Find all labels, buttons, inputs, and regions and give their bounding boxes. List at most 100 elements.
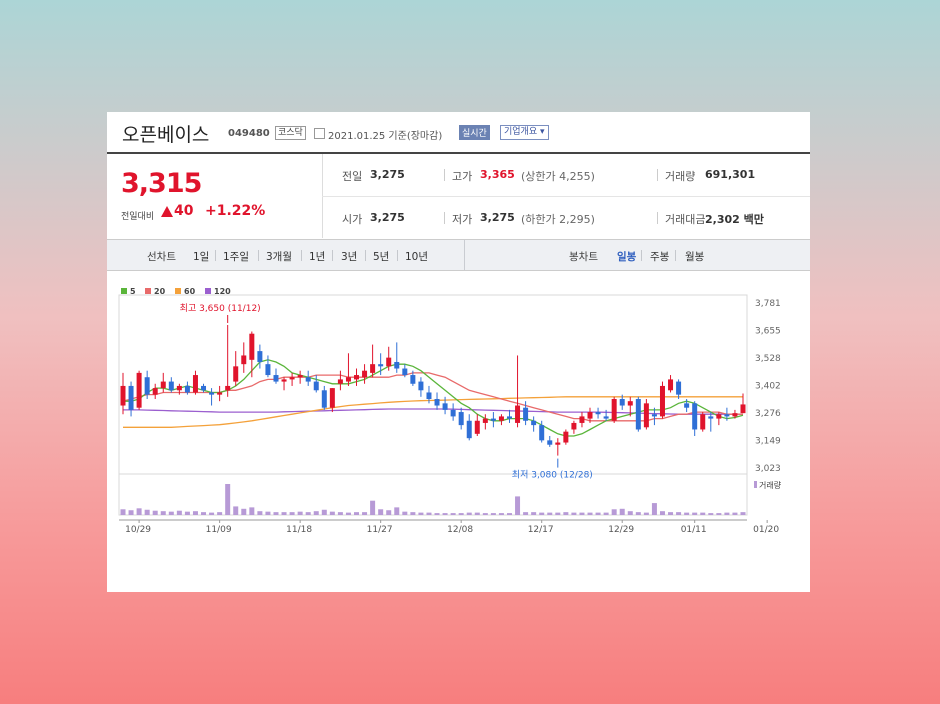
volume-bar (386, 510, 392, 515)
range-1y-button[interactable]: 1년 (309, 251, 326, 263)
volume-bar (217, 512, 223, 515)
volume-bar (668, 512, 674, 515)
volume-bar (684, 512, 690, 515)
volume-value: 691,301 (705, 168, 756, 181)
stock-code: 049480 (228, 128, 270, 139)
volume-bar (724, 512, 730, 515)
candle-body (249, 333, 255, 360)
open-label: 시가 (342, 213, 363, 226)
x-tick-label: 12/17 (528, 525, 554, 535)
chevron-down-icon: ▾ (540, 127, 545, 137)
volume-bar (619, 508, 625, 515)
candle-body (144, 377, 150, 395)
low-annotation: 최저 3,080 (12/28) (512, 470, 593, 481)
plot-frame (118, 294, 748, 475)
y-tick-label: 3,402 (755, 382, 781, 392)
volume-bar (160, 511, 166, 515)
x-tick-label: 12/29 (608, 525, 634, 535)
volume-bar (241, 508, 247, 515)
legend-swatch (175, 288, 181, 294)
volume-bar (418, 512, 424, 515)
candle-body (184, 385, 190, 393)
volume-bar (603, 512, 609, 515)
candle-body (362, 370, 368, 378)
volume-bar (152, 510, 158, 515)
range-10y-button[interactable]: 10년 (405, 251, 429, 263)
candle-body (201, 385, 207, 391)
range-5y-button[interactable]: 5년 (373, 251, 390, 263)
x-tick-label: 11/18 (286, 525, 312, 535)
volume-bar (120, 509, 126, 515)
range-3m-button[interactable]: 3개월 (266, 251, 293, 263)
up-triangle-icon (161, 206, 173, 217)
range-1w-button[interactable]: 1주일 (223, 251, 250, 263)
divider (444, 169, 445, 181)
candle-monthly-button[interactable]: 월봉 (685, 251, 705, 263)
candle-body (740, 404, 746, 414)
y-tick-label: 3,276 (755, 409, 781, 419)
volume-bar (410, 512, 416, 515)
y-tick-label: 3,781 (755, 299, 781, 309)
divider (464, 240, 465, 270)
volume-bar (402, 511, 408, 515)
divider (322, 196, 810, 197)
candle-daily-button[interactable]: 일봉 (617, 251, 637, 263)
volume-bar (362, 512, 368, 515)
candle-body (402, 368, 408, 376)
volume-bar (345, 512, 351, 515)
candle-body (192, 375, 198, 393)
candlestick-chart: 3,781 3,655 3,528 3,402 3,276 3,149 3,023 5 20 60… (118, 287, 782, 535)
candle-body (410, 375, 416, 384)
y-tick-label: 3,528 (755, 354, 781, 364)
volume-bar (708, 513, 714, 515)
candle-body (595, 412, 601, 415)
volume-bar (281, 512, 287, 515)
legend-item-ma20: 20 (154, 287, 166, 296)
range-1d-button[interactable]: 1일 (193, 251, 210, 263)
volume-bar (571, 512, 577, 515)
volume-bar (257, 511, 263, 515)
volume-bar (563, 512, 569, 515)
candle-body (394, 361, 400, 369)
volume-label: 거래량 (665, 170, 696, 183)
candle-body (611, 398, 617, 421)
legend-swatch (145, 288, 151, 294)
candle-body (354, 375, 360, 380)
prev-close-value: 3,275 (370, 168, 405, 181)
volume-bar (531, 512, 537, 515)
x-tick-label: 11/27 (367, 525, 393, 535)
legend-swatch (205, 288, 211, 294)
candle-body (547, 440, 553, 445)
candle-weekly-button[interactable]: 주봉 (650, 251, 670, 263)
volume-bar (651, 503, 657, 515)
divider (444, 212, 445, 224)
date-label: 2021.01.25 기준(장마감) (328, 131, 443, 142)
volume-bar (579, 512, 585, 515)
range-3y-button[interactable]: 3년 (341, 251, 358, 263)
candle-body (563, 431, 569, 443)
candle-body (370, 364, 376, 373)
y-tick-label: 3,023 (755, 464, 781, 474)
volume-bar (128, 510, 134, 515)
volume-bar (539, 512, 545, 515)
company-overview-dropdown[interactable]: 기업개요 ▾ (500, 125, 549, 140)
realtime-button[interactable]: 실시간 (459, 125, 490, 140)
prev-close-label: 전일 (342, 170, 363, 183)
x-tick-label: 11/09 (206, 525, 232, 535)
divider (215, 250, 216, 261)
upper-limit: (상한가 4,255) (521, 170, 595, 183)
candle-body (434, 398, 440, 406)
candle-body (466, 420, 472, 439)
divider (397, 250, 398, 261)
volume-bar (136, 508, 142, 515)
candle-body (337, 379, 343, 384)
price-change-percent: +1.22% (205, 203, 266, 219)
candle-body (587, 412, 593, 419)
volume-bar (192, 511, 198, 515)
candle-body (217, 392, 223, 395)
candle-body (160, 381, 166, 389)
candle-body (603, 416, 609, 419)
current-price: 3,315 (121, 168, 202, 199)
candle-body (265, 364, 271, 376)
volume-bar (506, 513, 512, 515)
